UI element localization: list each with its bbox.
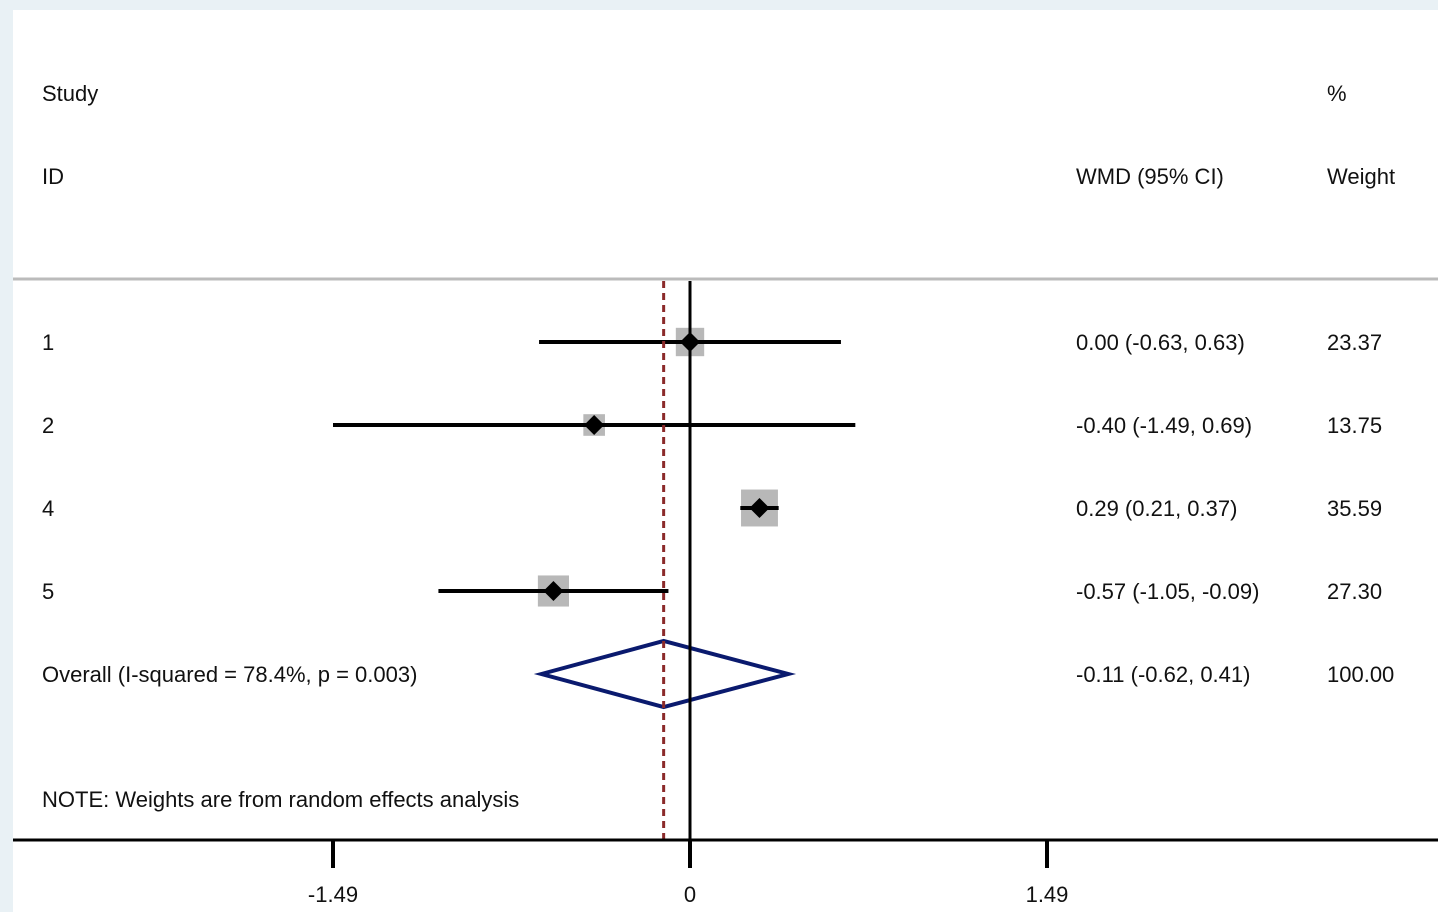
- study-row-4: 4 0.29 (0.21, 0.37) 35.59: [42, 489, 1382, 527]
- header-study: Study: [42, 81, 98, 106]
- plot-panel: [13, 10, 1438, 912]
- point-estimate: [543, 581, 564, 601]
- study-row-5: 5 -0.57 (-1.05, -0.09) 27.30: [42, 575, 1382, 607]
- header-weight: Weight: [1327, 164, 1395, 189]
- x-tick-label: -1.49: [308, 882, 358, 907]
- point-estimate: [584, 415, 605, 435]
- note-text: NOTE: Weights are from random effects an…: [42, 787, 519, 812]
- study-ci-text: -0.57 (-1.05, -0.09): [1076, 579, 1259, 604]
- header-weight-percent: %: [1327, 81, 1347, 106]
- study-ci-text: -0.40 (-1.49, 0.69): [1076, 413, 1252, 438]
- study-id: 5: [42, 579, 54, 604]
- study-weight-text: 13.75: [1327, 413, 1382, 438]
- study-ci-text: 0.00 (-0.63, 0.63): [1076, 330, 1245, 355]
- overall-label: Overall (I-squared = 78.4%, p = 0.003): [42, 662, 417, 687]
- x-tick-label: 0: [684, 882, 696, 907]
- header-id: ID: [42, 164, 64, 189]
- overall-weight-text: 100.00: [1327, 662, 1394, 687]
- study-rows: 1 0.00 (-0.63, 0.63) 23.37 2 -0.40 (-1.49, 0…: [42, 327, 1382, 607]
- study-row-2: 2 -0.40 (-1.49, 0.69) 13.75: [42, 413, 1382, 438]
- study-weight-text: 23.37: [1327, 330, 1382, 355]
- x-tick-label: 1.49: [1026, 882, 1069, 907]
- header-effect: WMD (95% CI): [1076, 164, 1224, 189]
- study-id: 2: [42, 413, 54, 438]
- study-weight-text: 35.59: [1327, 496, 1382, 521]
- point-estimate: [749, 498, 770, 518]
- study-weight-text: 27.30: [1327, 579, 1382, 604]
- overall-ci-text: -0.11 (-0.62, 0.41): [1076, 662, 1250, 687]
- overall-diamond: [533, 638, 797, 710]
- study-id: 4: [42, 496, 54, 521]
- study-ci-text: 0.29 (0.21, 0.37): [1076, 496, 1237, 521]
- x-axis-ticks: -1.49 0 1.49: [308, 840, 1068, 907]
- study-id: 1: [42, 330, 54, 355]
